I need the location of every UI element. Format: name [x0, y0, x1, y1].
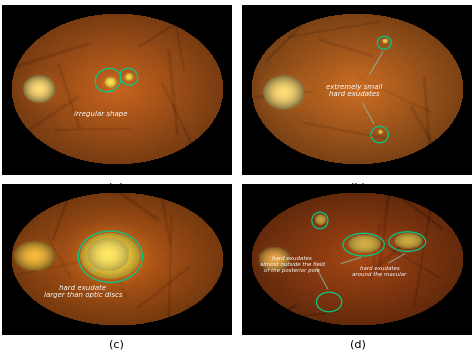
Text: (a): (a) [109, 183, 124, 193]
Text: hard exudates
almost outside the field
of the posterior pole: hard exudates almost outside the field o… [260, 256, 325, 273]
Text: extremely small
hard exudates: extremely small hard exudates [326, 84, 383, 97]
Text: hard exudates
around the macular: hard exudates around the macular [353, 266, 407, 277]
Text: hard exudate
larger than optic discs: hard exudate larger than optic discs [44, 285, 122, 298]
Text: irregular shape: irregular shape [74, 111, 128, 117]
Text: (c): (c) [109, 340, 124, 350]
Text: (b): (b) [350, 183, 366, 193]
Text: (d): (d) [350, 340, 366, 350]
